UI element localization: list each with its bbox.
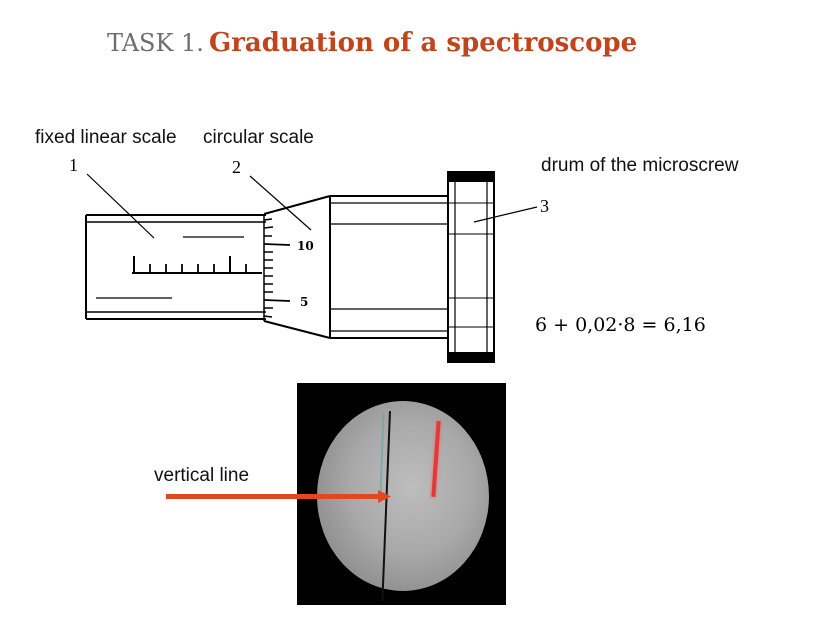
microscrew-barrel [329, 195, 448, 339]
label-drum: drum of the microscrew [541, 155, 739, 176]
title-prefix: TASK 1. [107, 29, 204, 57]
title-main: Graduation of a spectroscope [209, 28, 638, 58]
microscrew-drum [447, 171, 495, 363]
callout-3: 3 [540, 196, 549, 216]
circular-scale: 10 5 [263, 195, 331, 339]
leader-line-2 [249, 175, 312, 231]
leader-line-1 [86, 173, 155, 239]
fixed-linear-scale [85, 214, 266, 320]
slide-title: TASK 1. Graduation of a spectroscope [107, 28, 637, 58]
reading-formula: 6 + 0,02·8 = 6,16 [535, 314, 706, 336]
callout-1: 1 [69, 155, 78, 175]
thimble-mark-10: 10 [297, 239, 314, 253]
callout-2: 2 [232, 157, 241, 177]
label-fixed-linear-scale: fixed linear scale [35, 127, 177, 148]
label-circular-scale: circular scale [203, 127, 314, 148]
pointer-arrow [166, 490, 391, 503]
label-vertical-line: vertical line [154, 465, 250, 486]
leader-line-3 [473, 206, 538, 223]
thimble-mark-5: 5 [300, 295, 308, 309]
